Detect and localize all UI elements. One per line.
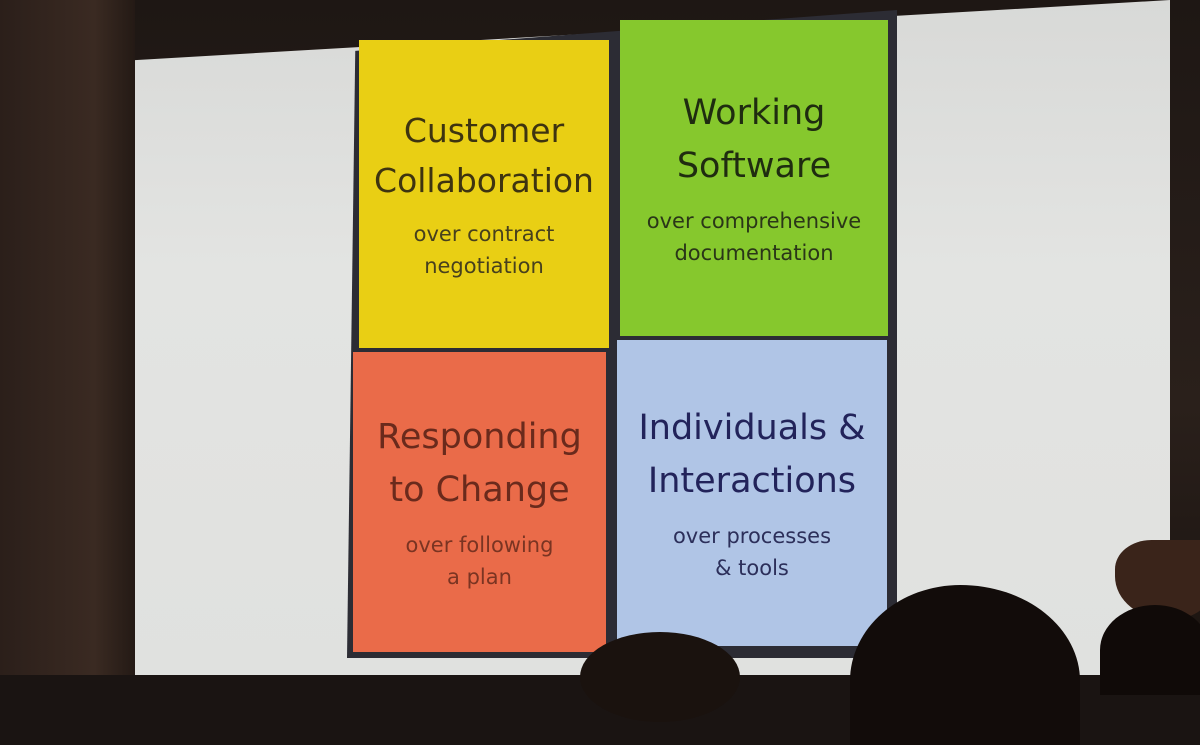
quadrant-individuals-interactions: Individuals & Interactions over processe… xyxy=(617,340,887,646)
quadrant-subtitle: over processes & tools xyxy=(672,524,832,580)
quadrant-subtitle: over following a plan xyxy=(405,533,554,589)
quadrant-responding-to-change: Responding to Change over following a pl… xyxy=(353,352,606,652)
quadrant-title: Customer Collaboration xyxy=(374,111,594,200)
quadrant-working-software: Working Software over comprehensive docu… xyxy=(620,20,888,336)
quadrant-title: Responding to Change xyxy=(377,417,582,510)
quadrant-customer-collaboration: Customer Collaboration over contract neg… xyxy=(359,40,609,348)
quadrant-title: Working Software xyxy=(676,93,832,186)
room-wall xyxy=(0,0,135,675)
quadrant-title: Individuals & Interactions xyxy=(638,408,866,501)
quadrant-subtitle: over comprehensive documentation xyxy=(646,209,862,265)
quadrant-subtitle: over contract negotiation xyxy=(413,222,555,278)
